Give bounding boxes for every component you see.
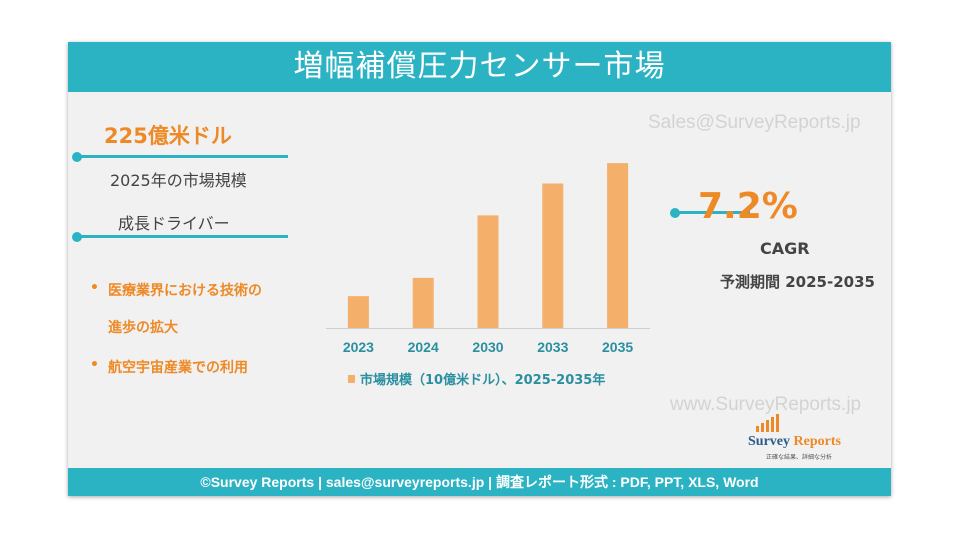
bar-2035 (607, 163, 629, 328)
x-tick-label: 2023 (343, 339, 374, 355)
bullet-dot-icon (72, 232, 82, 242)
bar-2023 (347, 296, 369, 328)
driver-item: 航空宇宙産業での利用 (108, 360, 248, 376)
page-title: 増幅補償圧力センサー市場 (68, 42, 891, 92)
market-size-bar-chart: 2023 2024 2030 2033 2035 市場規模（10億米ドル）、2025-20… (326, 163, 650, 387)
bar-2030 (477, 215, 499, 328)
driver-item: 進歩の拡大 (108, 320, 178, 336)
cagr-label: CAGR (760, 239, 810, 258)
market-value-label: 2025年の市場規模 (110, 171, 247, 190)
infographic-card: 増幅補償圧力センサー市場 Sales@SurveyReports.jp www.… (68, 42, 891, 496)
driver-bullet-icon: • (90, 357, 99, 373)
market-value: 225億米ドル (104, 124, 232, 148)
watermark-email: Sales@SurveyReports.jp (648, 112, 861, 133)
driver-item: 医療業界における技術の (108, 283, 262, 299)
bar-logo-icon (756, 414, 779, 432)
footer: ©Survey Reports | sales@surveyreports.jp… (68, 468, 891, 496)
divider-line (678, 211, 750, 214)
driver-bullet-icon: • (90, 280, 99, 296)
logo-text: Survey Reports (748, 434, 841, 449)
bullet-dot-icon (670, 208, 680, 218)
divider-line (80, 235, 288, 238)
x-tick-label: 2030 (472, 339, 503, 355)
cagr-value: 7.2% (698, 186, 798, 227)
growth-drivers-label: 成長ドライバー (118, 214, 230, 233)
legend-swatch (348, 375, 355, 383)
legend-label: 市場規模（10億米ドル）、2025-2035年 (360, 372, 605, 387)
bar-2024 (412, 277, 434, 328)
logo-tagline: 正確な結果、詳細な分析 (766, 454, 833, 461)
divider-line (80, 155, 288, 158)
forecast-period: 予測期間 2025-2035 (720, 273, 875, 291)
survey-reports-logo: Survey Reports 正確な結果、詳細な分析 (748, 412, 868, 462)
x-tick-label: 2035 (602, 339, 633, 355)
x-tick-label: 2033 (537, 339, 568, 355)
x-tick-label: 2024 (408, 339, 439, 355)
bullet-dot-icon (72, 152, 82, 162)
bar-2033 (542, 183, 564, 328)
watermark-url: www.SurveyReports.jp (670, 394, 862, 415)
